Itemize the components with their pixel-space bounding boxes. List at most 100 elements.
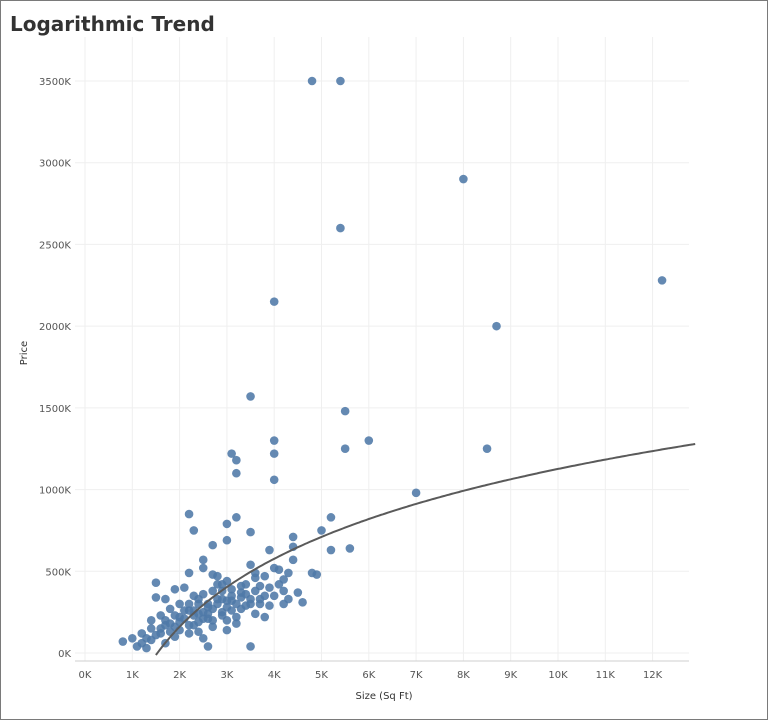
x-axis-title: Size (Sq Ft)	[355, 691, 412, 702]
data-point	[288, 532, 298, 542]
data-point	[246, 642, 255, 651]
data-point	[146, 624, 156, 633]
data-point	[336, 223, 345, 233]
data-point	[213, 571, 222, 581]
x-tick-label: 10K	[548, 670, 568, 681]
data-point	[227, 449, 236, 458]
data-point	[236, 588, 246, 597]
data-point	[146, 616, 156, 625]
data-point	[482, 444, 492, 454]
data-point	[227, 606, 236, 615]
data-point	[156, 629, 165, 638]
data-point	[217, 611, 227, 620]
data-point	[246, 560, 255, 570]
data-point	[260, 591, 270, 601]
x-tick-label: 7K	[410, 670, 423, 681]
data-point	[255, 599, 265, 609]
data-point	[265, 601, 274, 610]
data-point	[260, 571, 270, 581]
data-point	[118, 637, 128, 646]
data-point	[189, 526, 199, 535]
data-point	[336, 76, 345, 86]
y-tick-label: 0K	[58, 649, 71, 660]
data-point	[189, 591, 199, 601]
data-point	[151, 593, 161, 602]
data-point	[364, 436, 374, 445]
data-point	[128, 633, 137, 643]
data-point	[265, 545, 274, 555]
y-tick-label: 3000K	[39, 159, 71, 170]
data-point	[293, 588, 303, 597]
data-point	[260, 612, 270, 622]
data-point	[161, 594, 170, 604]
data-point	[184, 620, 194, 630]
data-point	[288, 555, 298, 565]
y-axis-title: Price	[19, 341, 30, 365]
data-point	[250, 573, 260, 583]
data-point	[213, 580, 222, 589]
data-point	[175, 599, 184, 609]
data-point	[227, 591, 236, 601]
data-point	[232, 612, 241, 622]
y-tick-label: 3500K	[39, 77, 71, 88]
data-point	[232, 599, 241, 609]
data-point	[165, 604, 175, 614]
chart-title: Logarithmic Trend	[10, 12, 215, 36]
x-tick-label: 6K	[362, 670, 375, 681]
data-point	[411, 488, 421, 498]
x-tick-label: 5K	[315, 670, 328, 681]
data-point	[246, 527, 255, 537]
data-point	[208, 586, 218, 596]
data-point	[161, 616, 170, 625]
data-point	[345, 544, 355, 553]
x-tick-label: 2K	[173, 670, 186, 681]
data-point	[184, 629, 194, 638]
data-point	[232, 455, 241, 465]
data-point	[184, 599, 194, 609]
data-point	[232, 468, 241, 478]
data-point	[312, 570, 322, 579]
y-tick-label: 1500K	[39, 404, 71, 415]
data-point	[184, 509, 194, 519]
data-point	[184, 568, 194, 578]
data-point	[203, 642, 213, 651]
x-tick-label: 12K	[643, 670, 663, 681]
data-point	[198, 555, 208, 565]
x-tick-label: 1K	[126, 670, 139, 681]
trend-line	[155, 443, 696, 656]
data-point	[194, 627, 203, 637]
data-point	[279, 599, 288, 609]
data-point	[232, 513, 241, 522]
x-tick-label: 9K	[504, 670, 517, 681]
data-point	[208, 622, 218, 632]
data-point	[657, 276, 667, 285]
data-point	[217, 594, 227, 604]
y-tick-label: 2500K	[39, 240, 71, 251]
y-tick-label: 2000K	[39, 322, 71, 333]
y-tick-label: 1000K	[39, 486, 71, 497]
data-point	[180, 583, 189, 592]
data-point	[269, 297, 279, 306]
data-point	[170, 611, 180, 620]
data-point	[326, 545, 336, 555]
data-point	[284, 568, 293, 578]
data-point	[265, 583, 274, 592]
data-point	[269, 475, 279, 485]
data-point	[222, 535, 232, 545]
x-tick-label: 4K	[268, 670, 281, 681]
data-point	[208, 604, 218, 614]
data-point	[340, 406, 350, 416]
data-point	[274, 565, 284, 574]
data-point	[298, 598, 307, 607]
data-point	[241, 580, 251, 589]
data-point	[222, 625, 232, 635]
data-point	[279, 586, 288, 596]
x-tick-label: 11K	[596, 670, 616, 681]
data-point	[326, 513, 336, 522]
data-point	[274, 580, 284, 589]
data-point	[269, 449, 279, 458]
x-tick-label: 0K	[79, 670, 92, 681]
data-point	[137, 638, 147, 648]
